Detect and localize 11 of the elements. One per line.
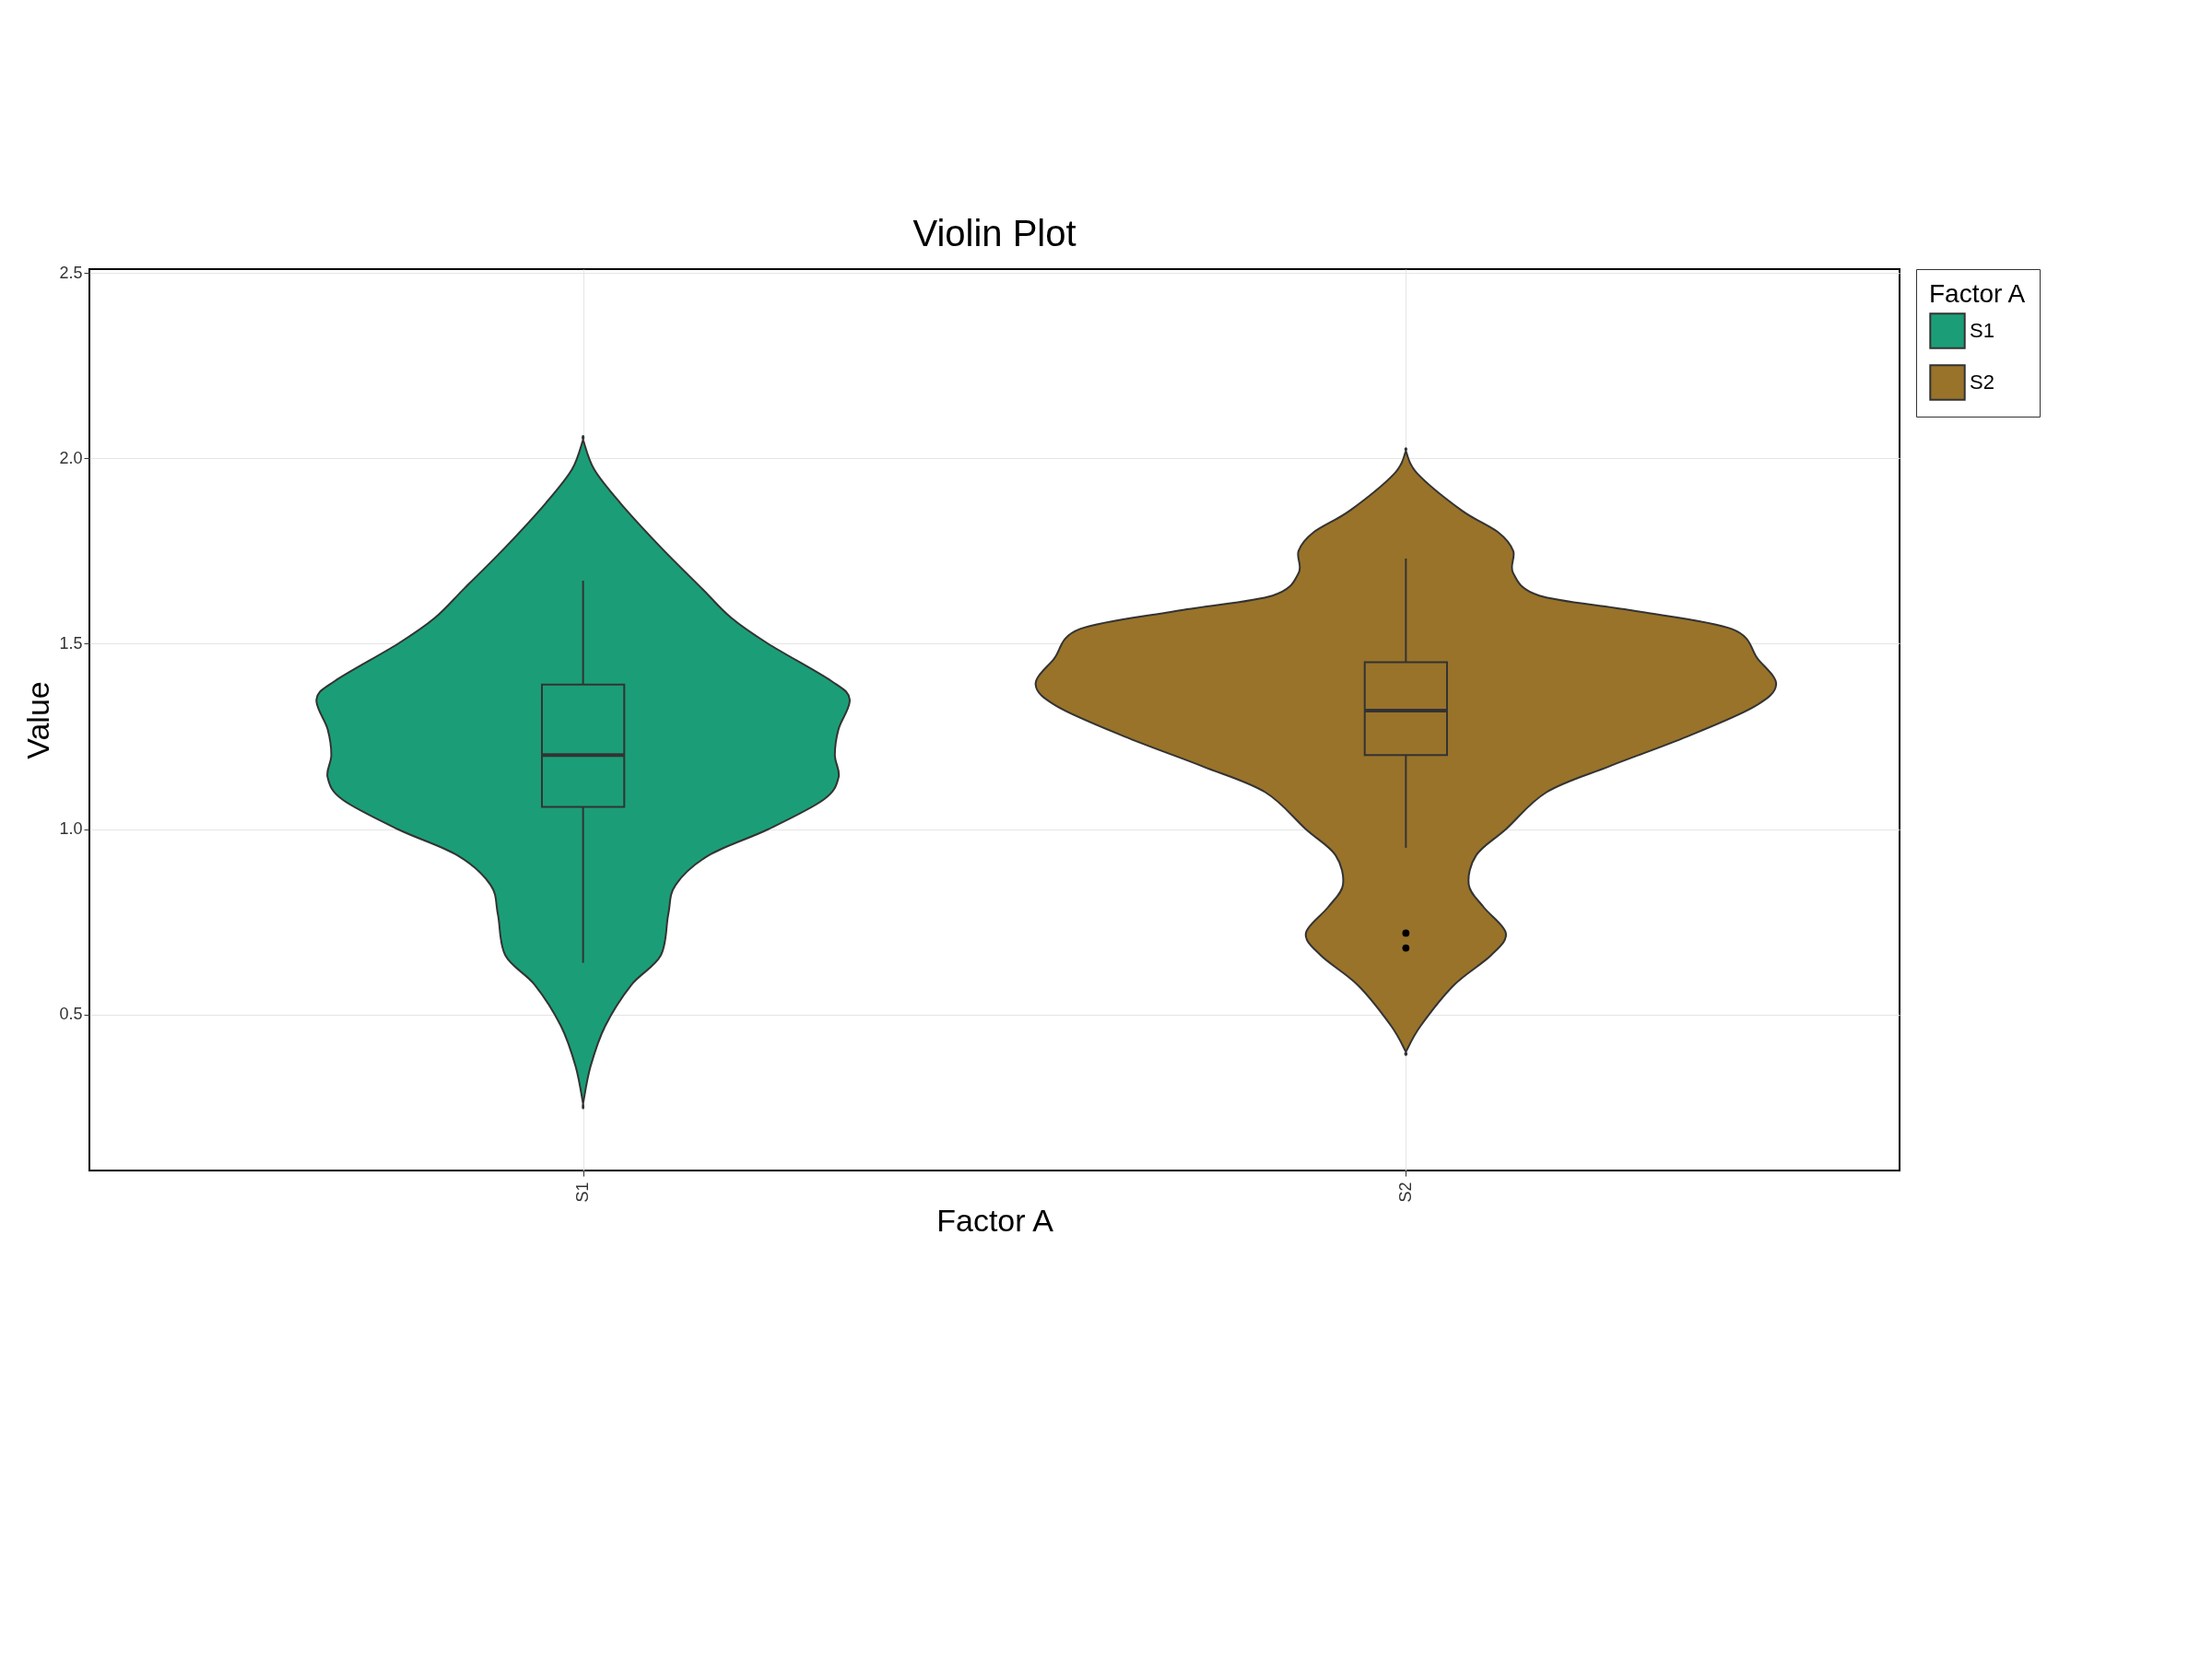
y-tick-label: 0.5 [59,1005,83,1024]
y-tick-label: 2.0 [59,448,83,467]
y-tick-label: 1.5 [59,633,83,653]
legend-label: S1 [1970,319,1994,342]
y-tick-label: 1.0 [59,819,83,839]
chart-title: Violin Plot [912,213,1077,254]
y-tick-label: 2.5 [59,263,83,282]
legend-title: Factor A [1929,279,2026,308]
x-axis-title: Factor A [936,1202,1054,1238]
legend-label: S2 [1970,371,1994,394]
y-axis-title: Value [20,681,56,759]
